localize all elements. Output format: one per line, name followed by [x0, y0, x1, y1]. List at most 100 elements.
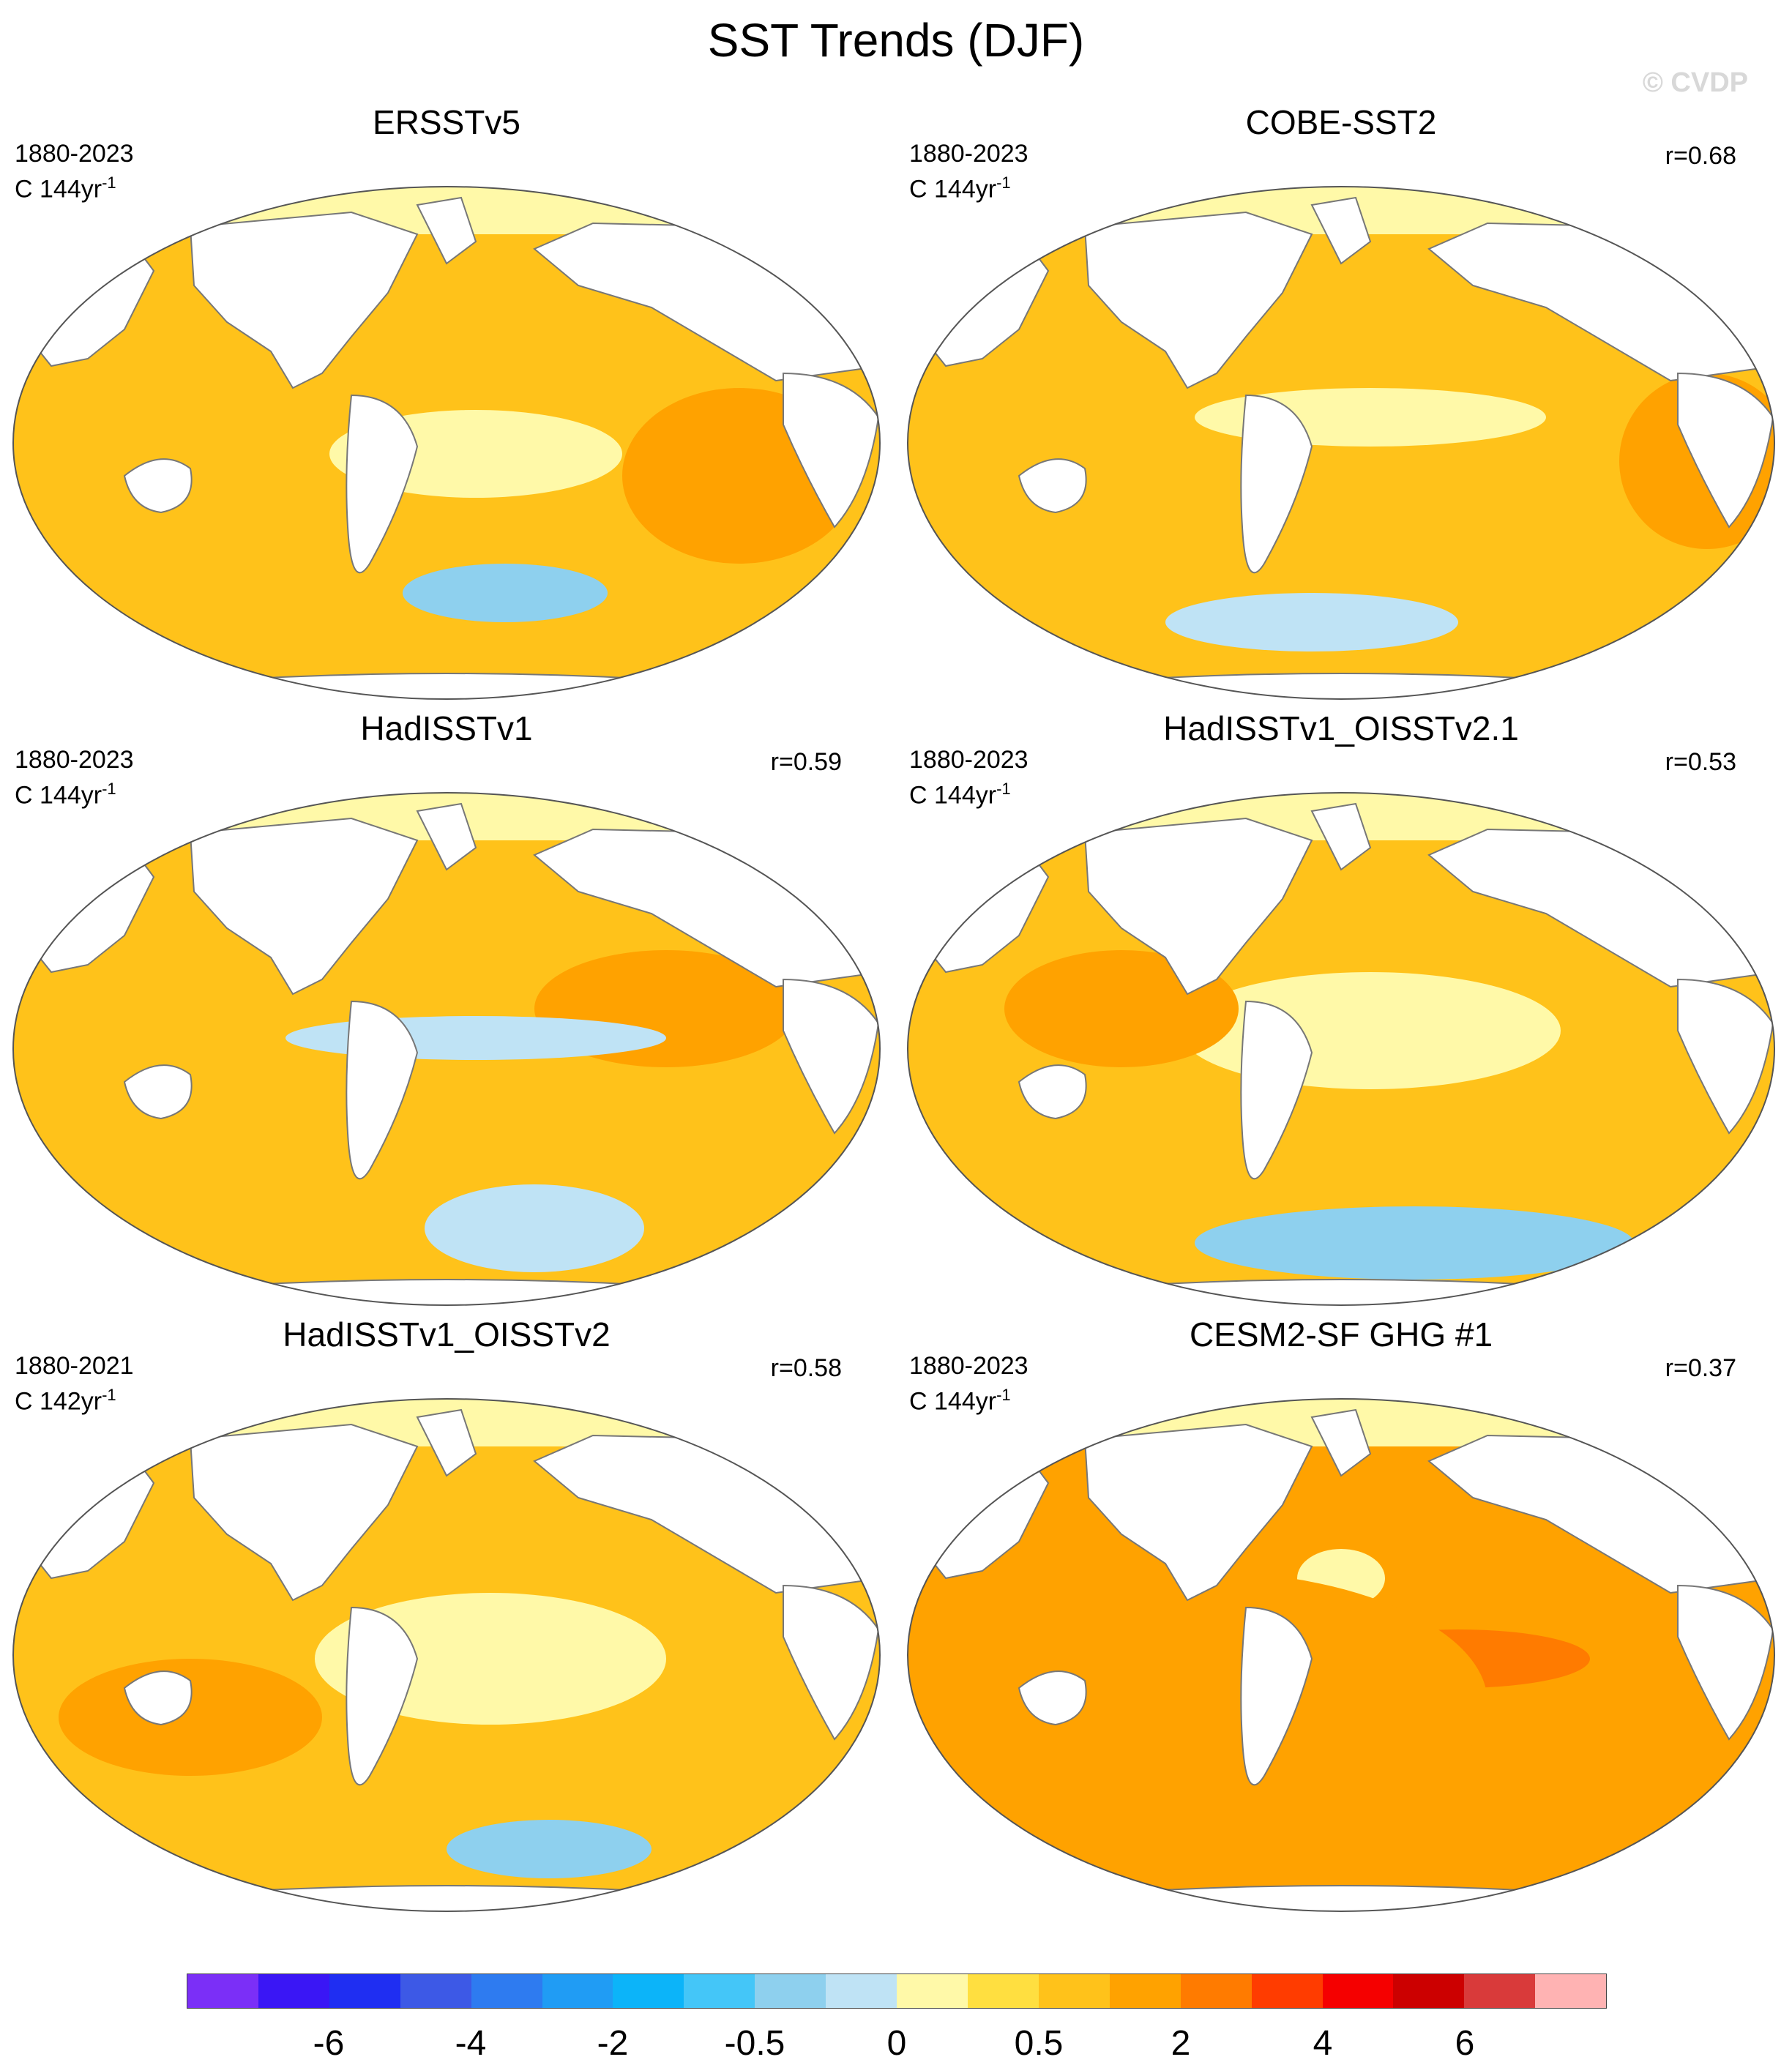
colorbar-tick-label: -4: [455, 2024, 487, 2063]
trend-units: C 144yr-1: [909, 1386, 1011, 1416]
map-outline: [12, 792, 881, 1306]
colorbar-swatch: [967, 1974, 1039, 2008]
trend-units: C 144yr-1: [15, 780, 116, 810]
cool-anomaly-region: [1165, 593, 1458, 651]
colorbar-tick-label: -6: [313, 2024, 345, 2063]
colorbar-tick-label: 4: [1313, 2024, 1333, 2063]
greenland-land: [416, 802, 477, 871]
correlation-label: r=0.59: [770, 748, 842, 776]
colorbar-tick-label: 6: [1455, 2024, 1475, 2063]
sst-trend-map: [12, 792, 881, 1306]
strong-warm-region: [908, 1571, 1487, 1834]
cool-anomaly-region: [425, 1184, 644, 1272]
colorbar-swatch: [1251, 1974, 1323, 2008]
south-america-land: [346, 1000, 419, 1180]
north-america-land: [189, 817, 419, 996]
map-panel-hadisstv1-oisstv2-1: HadISSTv1_OISSTv2.1 1880-2023 C 144yr-1 …: [895, 709, 1788, 1306]
colorbar-swatch: [684, 1974, 755, 2008]
period-years: 1880-2023: [909, 140, 1028, 168]
cool-anomaly-region: [1195, 1206, 1634, 1280]
africa-land: [1677, 978, 1774, 1135]
colorbar-swatch: [1180, 1974, 1252, 2008]
map-panel-cobe-sst2: COBE-SST2 1880-2023 C 144yr-1 r=0.68: [895, 102, 1788, 700]
australia-land: [123, 458, 193, 514]
africa-land: [1677, 372, 1774, 529]
colorbar-swatch: [755, 1974, 826, 2008]
north-america-land: [189, 1423, 419, 1602]
greenland-land: [1310, 196, 1372, 265]
colorbar-tick-label: -2: [597, 2024, 629, 2063]
cool-anomaly-region: [403, 564, 608, 622]
period-years: 1880-2023: [15, 140, 134, 168]
map-panel-hadisstv1: HadISSTv1 1880-2023 C 144yr-1 r=0.59: [0, 709, 893, 1306]
australia-land: [1018, 1064, 1087, 1120]
panel-title: HadISSTv1_OISSTv2: [283, 1315, 611, 1353]
panel-title: COBE-SST2: [1245, 103, 1437, 141]
period-label: 1880-2023 C 144yr-1: [909, 139, 1028, 203]
period-label: 1880-2023 C 144yr-1: [15, 745, 134, 810]
map-outline: [906, 186, 1776, 700]
period-label: 1880-2023 C 144yr-1: [909, 745, 1028, 810]
map-panel-hadisstv1-oisstv2: HadISSTv1_OISSTv2 1880-2021 C 142yr-1 r=…: [0, 1315, 893, 1912]
australia-land: [123, 1670, 193, 1726]
colorbar: [187, 1973, 1607, 2009]
africa-land: [1677, 1584, 1774, 1741]
cool-anomaly-region: [285, 1016, 666, 1060]
trend-units: C 144yr-1: [15, 173, 116, 203]
south-america-land: [1240, 1000, 1313, 1180]
figure-title: SST Trends (DJF): [707, 14, 1085, 67]
colorbar-swatch: [1393, 1974, 1465, 2008]
north-america-land: [1083, 211, 1313, 389]
period-years: 1880-2023: [909, 1352, 1028, 1380]
south-america-land: [1240, 1606, 1313, 1786]
colorbar-tick-label: 0: [886, 2024, 907, 2063]
trend-units: C 144yr-1: [909, 780, 1011, 810]
south-america-land: [346, 1606, 419, 1786]
panel-title: CESM2-SF GHG #1: [1189, 1315, 1493, 1353]
greenland-land: [1310, 802, 1372, 871]
correlation-label: r=0.53: [1665, 748, 1736, 776]
panel-title: HadISSTv1_OISSTv2.1: [1163, 709, 1519, 747]
panel-title: ERSSTv5: [373, 103, 520, 141]
south-america-land: [346, 394, 419, 574]
australia-land: [1018, 1670, 1087, 1726]
colorbar-swatch: [542, 1974, 613, 2008]
map-outline: [906, 792, 1776, 1306]
greenland-land: [416, 1408, 477, 1477]
correlation-label: r=0.37: [1665, 1354, 1736, 1382]
north-america-land: [1083, 1423, 1313, 1602]
sst-trend-map: [906, 186, 1776, 700]
greenland-land: [416, 196, 477, 265]
sst-trend-map: [906, 1398, 1776, 1912]
map-panel-cesm2-sf-ghg-1: CESM2-SF GHG #1 1880-2023 C 144yr-1 r=0.…: [895, 1315, 1788, 1912]
colorbar-swatch: [1038, 1974, 1110, 2008]
colorbar-swatch: [329, 1974, 400, 2008]
sst-trend-map: [12, 1398, 881, 1912]
period-years: 1880-2021: [15, 1352, 134, 1380]
africa-land: [783, 372, 880, 529]
watermark: © CVDP: [1642, 67, 1748, 98]
colorbar-swatch: [1464, 1974, 1536, 2008]
map-outline: [906, 1398, 1776, 1912]
period-label: 1880-2023 C 144yr-1: [15, 139, 134, 203]
africa-land: [783, 978, 880, 1135]
strong-warm-region: [59, 1659, 322, 1776]
australia-land: [123, 1064, 193, 1120]
australia-land: [1018, 458, 1087, 514]
sst-trend-map: [906, 792, 1776, 1306]
period-years: 1880-2023: [15, 746, 134, 774]
trend-units: C 142yr-1: [15, 1386, 116, 1416]
north-america-land: [189, 211, 419, 389]
colorbar-swatch: [400, 1974, 471, 2008]
colorbar-tick-label: -0.5: [724, 2024, 785, 2063]
south-america-land: [1240, 394, 1313, 574]
panel-title: HadISSTv1: [360, 709, 533, 747]
colorbar-swatch: [1535, 1974, 1607, 2008]
colorbar-swatch: [1322, 1974, 1394, 2008]
colorbar-swatch: [1109, 1974, 1181, 2008]
africa-land: [783, 1584, 880, 1741]
colorbar-swatch: [613, 1974, 684, 2008]
colorbar-tick-label: 2: [1171, 2024, 1191, 2063]
correlation-label: r=0.68: [1665, 142, 1736, 170]
sst-trend-map: [12, 186, 881, 700]
